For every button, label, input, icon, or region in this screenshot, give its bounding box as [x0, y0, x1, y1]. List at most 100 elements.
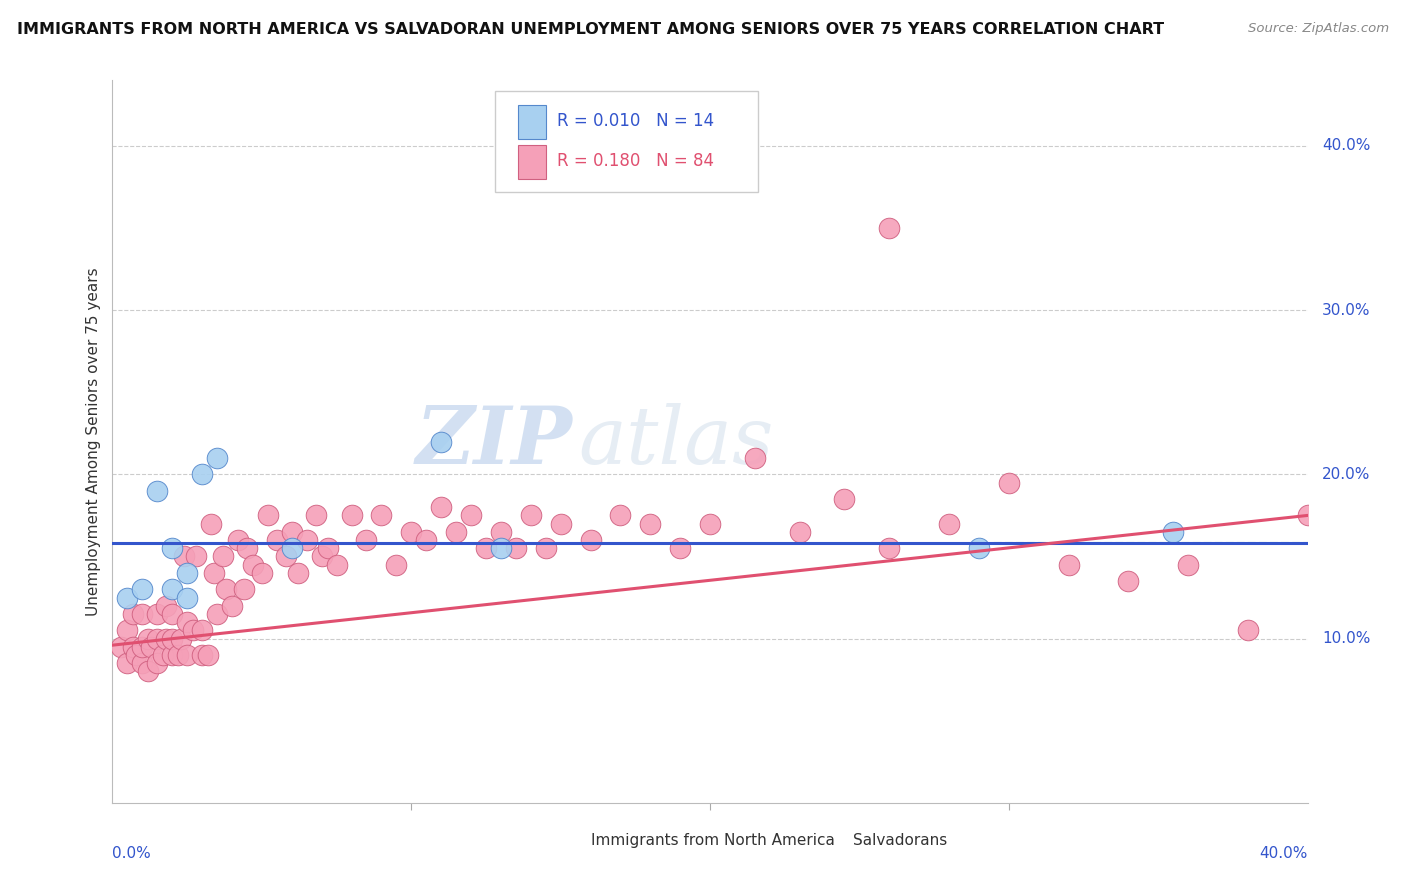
- Point: [186, 549, 208, 564]
- Point: [176, 591, 198, 605]
- Point: [281, 541, 304, 556]
- Point: [122, 640, 145, 654]
- Point: [173, 549, 195, 564]
- Point: [938, 516, 960, 531]
- Point: [125, 648, 148, 662]
- Point: [274, 549, 297, 564]
- Point: [444, 524, 467, 539]
- Point: [257, 508, 280, 523]
- Point: [640, 516, 662, 531]
- Point: [162, 541, 183, 556]
- Point: [699, 516, 721, 531]
- Text: 40.0%: 40.0%: [1260, 847, 1308, 861]
- Point: [287, 566, 309, 580]
- Point: [146, 607, 169, 621]
- Point: [311, 549, 333, 564]
- Point: [122, 607, 145, 621]
- Point: [162, 632, 183, 646]
- Point: [131, 582, 153, 597]
- Point: [879, 541, 901, 556]
- Point: [385, 558, 408, 572]
- Point: [167, 648, 190, 662]
- Point: [356, 533, 378, 547]
- Text: R = 0.010   N = 14: R = 0.010 N = 14: [557, 112, 714, 130]
- Point: [131, 657, 153, 671]
- Point: [146, 657, 169, 671]
- Point: [117, 591, 139, 605]
- Point: [579, 533, 602, 547]
- Point: [460, 508, 482, 523]
- Point: [340, 508, 363, 523]
- Point: [430, 500, 453, 515]
- Point: [197, 648, 219, 662]
- Point: [155, 599, 177, 613]
- Point: [146, 632, 169, 646]
- Point: [141, 640, 163, 654]
- Point: [236, 541, 259, 556]
- Point: [215, 582, 238, 597]
- Point: [744, 450, 766, 465]
- FancyBboxPatch shape: [817, 825, 845, 855]
- Point: [191, 467, 214, 482]
- Point: [489, 541, 512, 556]
- Point: [202, 566, 225, 580]
- Point: [1177, 558, 1199, 572]
- Point: [789, 524, 811, 539]
- Point: [534, 541, 557, 556]
- Point: [226, 533, 249, 547]
- Point: [1057, 558, 1080, 572]
- Point: [967, 541, 990, 556]
- Text: R = 0.180   N = 84: R = 0.180 N = 84: [557, 153, 714, 170]
- Point: [550, 516, 572, 531]
- Text: IMMIGRANTS FROM NORTH AMERICA VS SALVADORAN UNEMPLOYMENT AMONG SENIORS OVER 75 Y: IMMIGRANTS FROM NORTH AMERICA VS SALVADO…: [17, 22, 1164, 37]
- Point: [146, 483, 169, 498]
- Y-axis label: Unemployment Among Seniors over 75 years: Unemployment Among Seniors over 75 years: [86, 268, 101, 615]
- Point: [370, 508, 392, 523]
- Text: Source: ZipAtlas.com: Source: ZipAtlas.com: [1249, 22, 1389, 36]
- Point: [325, 558, 347, 572]
- Point: [152, 648, 174, 662]
- Text: Immigrants from North America: Immigrants from North America: [591, 833, 834, 848]
- Point: [430, 434, 453, 449]
- Point: [609, 508, 631, 523]
- Point: [191, 624, 214, 638]
- Point: [212, 549, 235, 564]
- Text: 40.0%: 40.0%: [1322, 138, 1371, 153]
- FancyBboxPatch shape: [495, 91, 758, 193]
- Point: [162, 582, 183, 597]
- Text: 30.0%: 30.0%: [1322, 302, 1371, 318]
- Point: [489, 524, 512, 539]
- Point: [138, 665, 160, 679]
- Text: 10.0%: 10.0%: [1322, 632, 1371, 646]
- Point: [998, 475, 1021, 490]
- Text: 0.0%: 0.0%: [112, 847, 152, 861]
- Point: [401, 524, 423, 539]
- Point: [200, 516, 222, 531]
- Text: atlas: atlas: [579, 403, 773, 480]
- Point: [295, 533, 318, 547]
- Point: [1161, 524, 1184, 539]
- Point: [834, 491, 856, 506]
- Point: [131, 607, 153, 621]
- Point: [1118, 574, 1140, 588]
- Point: [131, 640, 153, 654]
- Text: ZIP: ZIP: [416, 403, 572, 480]
- FancyBboxPatch shape: [517, 145, 547, 178]
- Point: [155, 632, 177, 646]
- Point: [879, 221, 901, 235]
- Point: [162, 648, 183, 662]
- Point: [176, 566, 198, 580]
- Point: [266, 533, 288, 547]
- Point: [191, 648, 214, 662]
- Point: [520, 508, 543, 523]
- Point: [117, 657, 139, 671]
- Point: [250, 566, 273, 580]
- Point: [162, 607, 183, 621]
- Point: [138, 632, 160, 646]
- Point: [181, 624, 204, 638]
- Point: [669, 541, 692, 556]
- Point: [176, 648, 198, 662]
- Point: [475, 541, 498, 556]
- Point: [110, 640, 132, 654]
- Point: [415, 533, 437, 547]
